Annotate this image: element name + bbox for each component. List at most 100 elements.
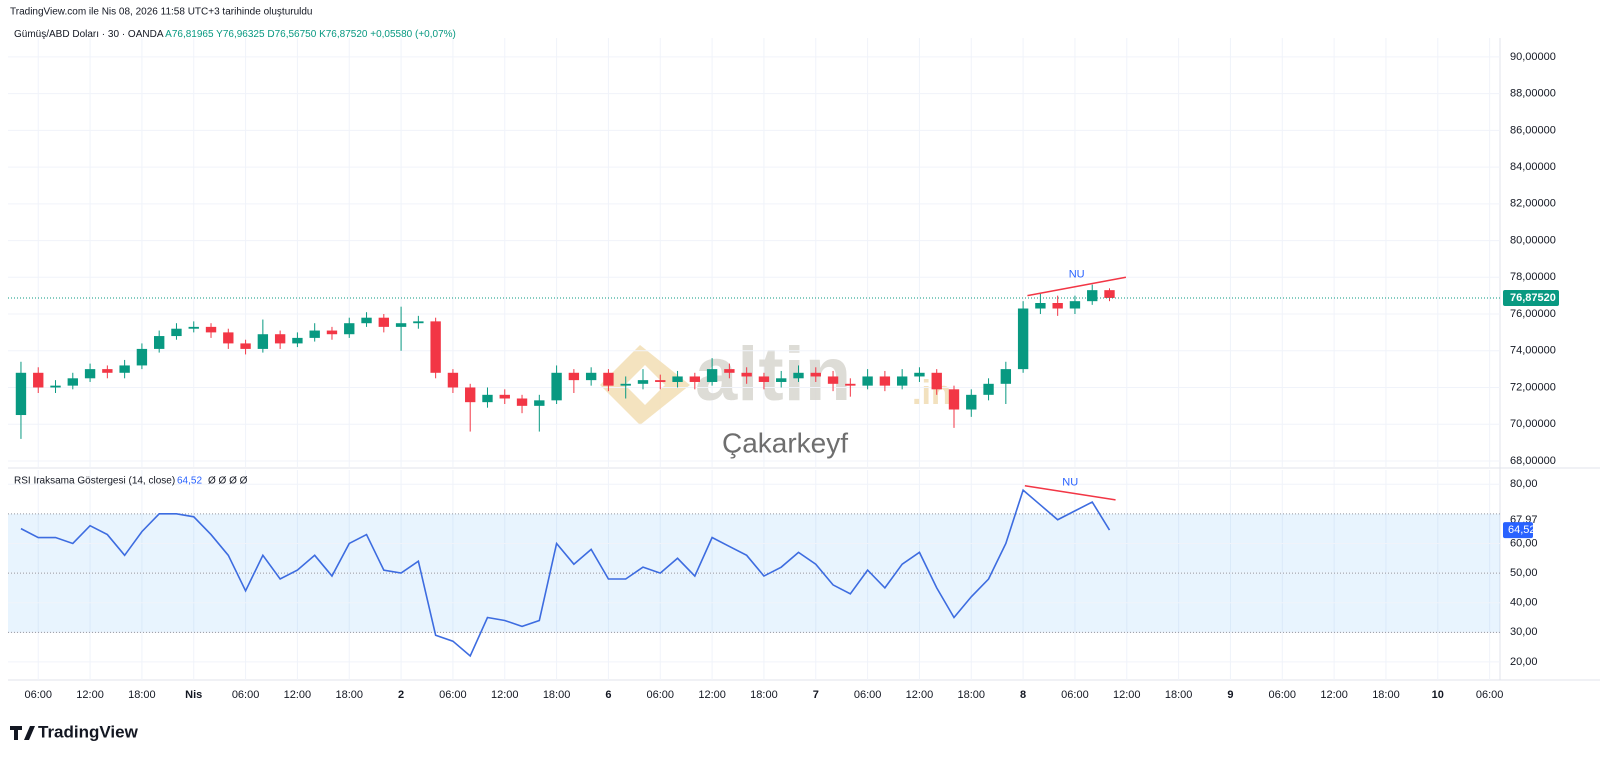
y-tick-label: 72,00000 (1510, 381, 1556, 393)
x-tick-label: 06:00 (24, 689, 52, 701)
candle-body (240, 343, 251, 349)
x-tick-label: 7 (813, 689, 819, 701)
y-tick-label: 70,00000 (1510, 418, 1556, 430)
candle-body (309, 330, 320, 338)
y-tick-label: 82,00000 (1510, 198, 1556, 210)
watermark-logo-inner (625, 365, 665, 405)
candle-body (102, 369, 113, 373)
candle-body (585, 372, 597, 381)
x-tick-label: 12:00 (491, 689, 519, 701)
candle-body (154, 336, 165, 349)
candle-body (551, 372, 562, 401)
candle-body (1035, 303, 1046, 309)
symbol-title: Gümüş/ABD Doları · 30 · OANDA (14, 29, 164, 40)
x-tick-label: Nis (185, 689, 202, 701)
x-tick-label: 06:00 (1269, 689, 1297, 701)
watermark-brand: altin (695, 332, 851, 417)
candle-body (223, 332, 234, 344)
candle-body (1069, 301, 1081, 309)
y-tick-label: 76,00000 (1510, 308, 1556, 320)
y-tick-label: 88,00000 (1510, 88, 1556, 100)
candle-body (706, 369, 718, 382)
candle-body (776, 378, 787, 382)
y-tick-label: 74,00000 (1510, 345, 1556, 357)
footer-logo: TradingView (10, 722, 139, 741)
candle-body (931, 372, 942, 390)
trend-line (1027, 276, 1127, 297)
x-tick-label: 18:00 (128, 689, 156, 701)
candle-body (292, 337, 303, 344)
candle-body (205, 326, 217, 333)
x-tick-label: 12:00 (1320, 689, 1348, 701)
x-tick-label: 18:00 (543, 689, 571, 701)
y-tick-label: 90,00000 (1510, 51, 1556, 63)
rsi-title: RSI Iraksama Göstergesi (14, close) (14, 476, 175, 487)
candle-body (378, 317, 389, 327)
footer-logo-icon (10, 726, 35, 740)
candle-body (499, 394, 510, 399)
x-tick-label: 12:00 (1113, 689, 1141, 701)
candle-body (33, 372, 44, 388)
candle-body (983, 383, 994, 395)
x-tick-label: 12:00 (76, 689, 104, 701)
y-tick-label: 78,00000 (1510, 271, 1556, 283)
x-tick-label: 06:00 (232, 689, 260, 701)
candle-body (966, 394, 977, 410)
candle-body (672, 376, 683, 382)
x-tick-label: 2 (398, 689, 404, 701)
candle-body (395, 323, 407, 327)
candle-body (50, 385, 61, 388)
candle-body (188, 326, 199, 329)
candle-body (741, 372, 752, 377)
candle-body (447, 372, 459, 388)
candle-body (724, 369, 735, 373)
symbol-legend: Gümüş/ABD Doları · 30 · OANDA A76,81965 … (14, 29, 456, 40)
candle-body (15, 372, 27, 416)
x-tick-label: 8 (1020, 689, 1026, 701)
x-tick-label: 18:00 (958, 689, 986, 701)
candle-body (620, 383, 631, 386)
candle-body (482, 394, 493, 403)
candle-body (827, 376, 839, 384)
x-tick-label: 18:00 (1165, 689, 1193, 701)
candle-body (119, 365, 130, 373)
annotation-label: NU (1062, 477, 1078, 489)
rsi-value-label: 64,52 (1508, 524, 1536, 536)
ohlc-value: K76,87520 (319, 29, 368, 40)
candle-body (862, 376, 873, 386)
candle-body (361, 317, 372, 324)
x-tick-label: 18:00 (1372, 689, 1400, 701)
candle-body (516, 398, 528, 406)
candle-body (1017, 308, 1029, 370)
y-tick-label: 30,00 (1510, 626, 1538, 638)
x-tick-label: 06:00 (1061, 689, 1089, 701)
watermark-caption: Çakarkeyf (722, 427, 848, 458)
last-price-label: 76,87520 (1510, 292, 1556, 304)
x-tick-label: 18:00 (750, 689, 778, 701)
footer-logo-text: TradingView (38, 722, 139, 741)
x-tick-label: 06:00 (854, 689, 882, 701)
candle-body (465, 387, 476, 403)
rsi-value-box (1503, 522, 1533, 539)
ohlc-value: D76,56750 (267, 29, 316, 40)
x-tick-label: 12:00 (906, 689, 934, 701)
x-tick-label: 12:00 (284, 689, 312, 701)
candle-body (603, 372, 614, 386)
y-tick-label: 84,00000 (1510, 161, 1556, 173)
candle-body (84, 369, 96, 379)
candle-body (1104, 290, 1115, 298)
candle-body (430, 321, 441, 373)
watermark: altin .in Çakarkeyf (600, 332, 952, 458)
candle-body (793, 372, 804, 379)
candle-body (67, 378, 78, 386)
y-tick-label: 40,00 (1510, 597, 1538, 609)
ohlc-value: Y76,96325 (216, 29, 265, 40)
y-tick-label: 68,00000 (1510, 455, 1556, 467)
ohlc-value: A76,81965 (165, 29, 214, 40)
x-tick-label: 10 (1432, 689, 1444, 701)
candle-body (637, 380, 649, 384)
candle-body (171, 328, 182, 337)
rsi-legend-value: 64,52 (177, 476, 202, 487)
